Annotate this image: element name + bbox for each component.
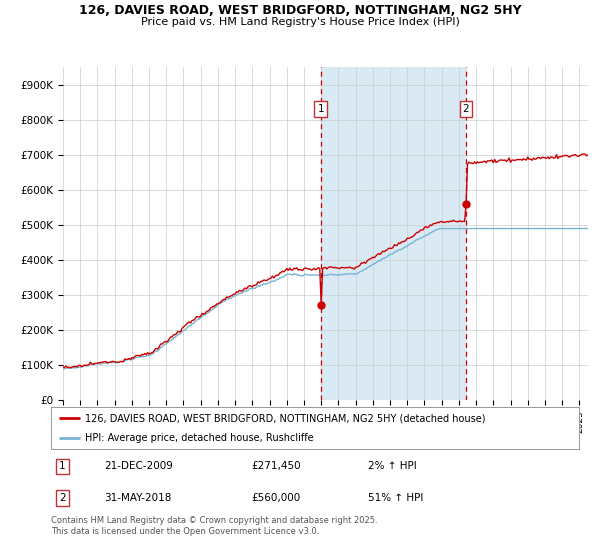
Text: 2: 2 (59, 493, 66, 503)
Text: 31-MAY-2018: 31-MAY-2018 (104, 493, 171, 503)
Text: £271,450: £271,450 (251, 461, 301, 472)
Text: Price paid vs. HM Land Registry's House Price Index (HPI): Price paid vs. HM Land Registry's House … (140, 17, 460, 27)
Text: 1: 1 (317, 104, 324, 114)
Text: 2% ↑ HPI: 2% ↑ HPI (368, 461, 416, 472)
Text: 2: 2 (463, 104, 469, 114)
Text: 51% ↑ HPI: 51% ↑ HPI (368, 493, 423, 503)
Text: HPI: Average price, detached house, Rushcliffe: HPI: Average price, detached house, Rush… (85, 433, 314, 443)
Text: 126, DAVIES ROAD, WEST BRIDGFORD, NOTTINGHAM, NG2 5HY: 126, DAVIES ROAD, WEST BRIDGFORD, NOTTIN… (79, 4, 521, 17)
Text: Contains HM Land Registry data © Crown copyright and database right 2025.
This d: Contains HM Land Registry data © Crown c… (51, 516, 377, 536)
Text: 1: 1 (59, 461, 66, 472)
Text: 126, DAVIES ROAD, WEST BRIDGFORD, NOTTINGHAM, NG2 5HY (detached house): 126, DAVIES ROAD, WEST BRIDGFORD, NOTTIN… (85, 413, 486, 423)
Bar (320, 67, 466, 400)
Text: £560,000: £560,000 (251, 493, 301, 503)
Text: 21-DEC-2009: 21-DEC-2009 (104, 461, 173, 472)
